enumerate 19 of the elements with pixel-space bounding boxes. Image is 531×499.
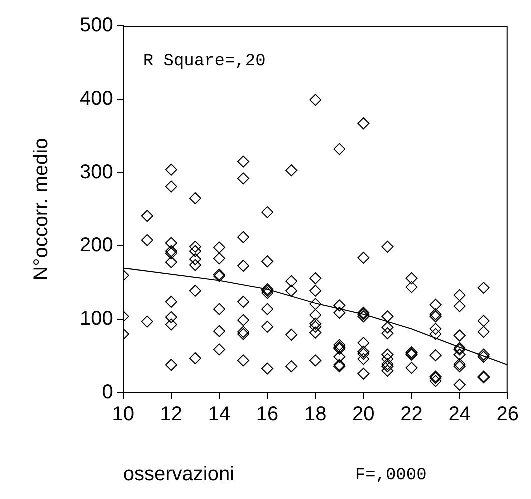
x-tick-label: 22 <box>400 404 423 426</box>
x-tick-label: 24 <box>448 404 471 426</box>
x-axis-title: osservazioni <box>123 464 235 486</box>
x-tick-label: 14 <box>208 404 231 426</box>
x-tick-label: 26 <box>496 404 519 426</box>
y-tick-label: 200 <box>80 234 114 257</box>
text: F=,0000 <box>355 466 427 486</box>
x-tick-label: 18 <box>304 404 327 426</box>
x-tick-label: 16 <box>256 404 279 426</box>
annotation: R Square=,20 <box>143 52 266 72</box>
y-tick-label: 500 <box>80 14 114 37</box>
y-tick-label: 300 <box>80 161 114 184</box>
x-tick-label: 10 <box>112 404 134 426</box>
y-tick-label: 100 <box>80 308 114 330</box>
x-tick-label: 12 <box>160 404 183 426</box>
y-axis-title: N°occorr. medio <box>30 138 53 281</box>
x-tick-label: 20 <box>352 404 375 426</box>
y-tick-label: 400 <box>80 88 114 110</box>
y-tick-label: 0 <box>102 382 114 404</box>
